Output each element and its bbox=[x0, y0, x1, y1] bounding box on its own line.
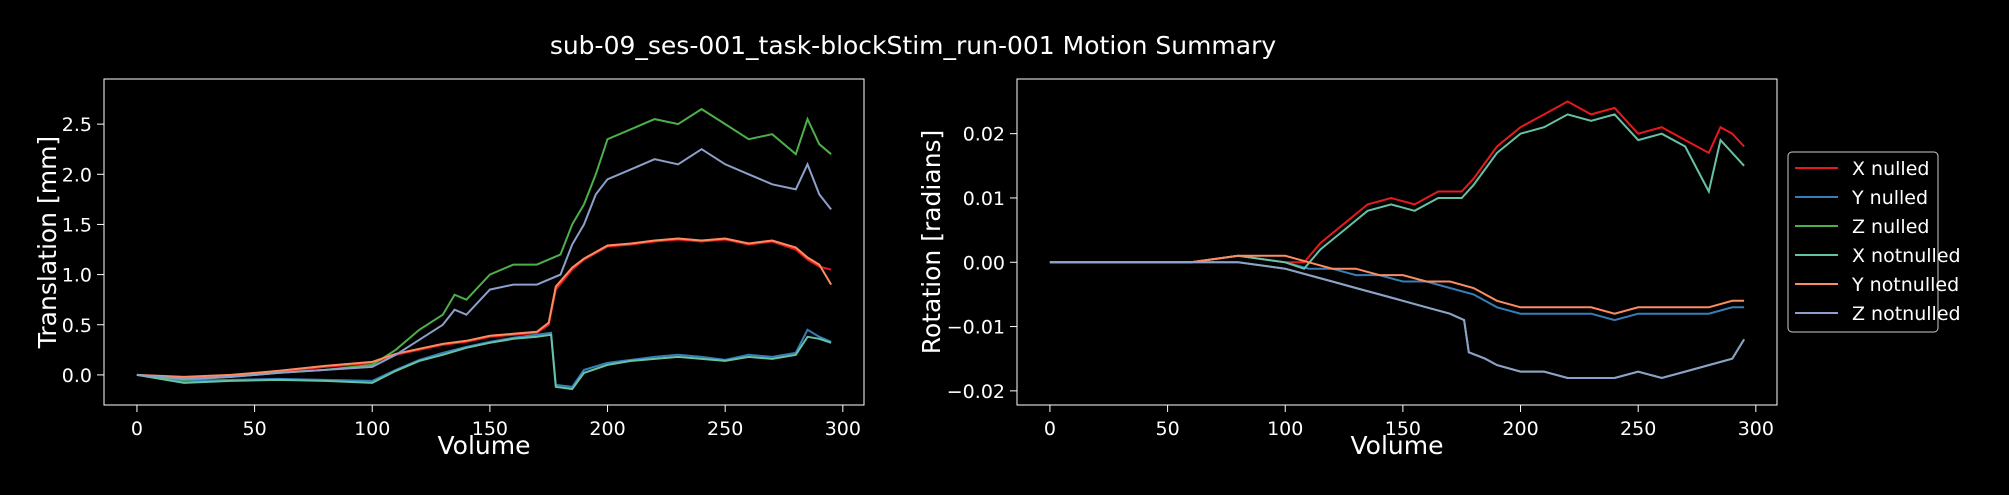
legend-entry: Y nulled bbox=[1795, 187, 1928, 209]
translation-panel: 0 50 100 150 200 250 300 0.0 0.5 1.0 1.5 2.0 2.5 Vo… bbox=[33, 78, 865, 460]
legend-label: Z notnulled bbox=[1852, 303, 1961, 325]
rotation-x-tick-label: 250 bbox=[1620, 418, 1656, 440]
translation-y-tick-label: 0.0 bbox=[62, 365, 92, 387]
translation-series-x-notnulled bbox=[136, 333, 832, 391]
legend-label: Y notnulled bbox=[1851, 274, 1959, 296]
rotation-x-tick-label: 100 bbox=[1267, 418, 1303, 440]
rotation-x-tick-label: 300 bbox=[1738, 418, 1774, 440]
rotation-x-tick-label: 150 bbox=[1385, 418, 1421, 440]
rotation-series-z-notnulled bbox=[1049, 261, 1745, 380]
translation-y-tick-label: 1.5 bbox=[62, 214, 92, 236]
legend-entry: X nulled bbox=[1795, 158, 1929, 180]
legend-label: X notnulled bbox=[1852, 245, 1961, 267]
legend-entry: X notnulled bbox=[1795, 245, 1961, 267]
legend: X nulled Y nulled Z nulled X notnulled Y not… bbox=[1787, 151, 1961, 333]
translation-x-tick-label: 250 bbox=[707, 418, 743, 440]
translation-y-tick-label: 2.0 bbox=[62, 164, 92, 186]
rotation-series-y-notnulled bbox=[1049, 254, 1745, 315]
translation-x-tick-label: 150 bbox=[472, 418, 508, 440]
rotation-x-tick-label: 200 bbox=[1502, 418, 1538, 440]
rotation-series-x-notnulled bbox=[1049, 113, 1745, 270]
translation-x-tick-label: 300 bbox=[825, 418, 861, 440]
figure-title: sub-09_ses-001_task-blockStim_run-001 Mo… bbox=[550, 31, 1277, 60]
rotation-y-ticks: −0.02 −0.01 0.00 0.01 0.02 bbox=[947, 124, 1017, 403]
legend-label: X nulled bbox=[1852, 158, 1929, 180]
rotation-y-tick-label: −0.02 bbox=[947, 381, 1005, 403]
translation-series-z-nulled bbox=[136, 107, 832, 381]
translation-y-tick-label: 2.5 bbox=[62, 114, 92, 136]
translation-y-axis-label: Translation [mm] bbox=[33, 136, 62, 349]
translation-x-tick-label: 50 bbox=[242, 418, 266, 440]
translation-x-tick-label: 0 bbox=[131, 418, 143, 440]
legend-label: Z nulled bbox=[1852, 216, 1929, 238]
rotation-x-tick-label: 0 bbox=[1044, 418, 1056, 440]
translation-axes-frame bbox=[103, 78, 865, 406]
translation-x-ticks: 0 50 100 150 200 250 300 bbox=[131, 405, 861, 440]
rotation-x-tick-label: 50 bbox=[1155, 418, 1179, 440]
rotation-y-axis-label: Rotation [radians] bbox=[917, 130, 946, 355]
legend-entry: Z notnulled bbox=[1795, 303, 1961, 325]
translation-y-ticks: 0.0 0.5 1.0 1.5 2.0 2.5 bbox=[62, 114, 104, 387]
legend-entry: Y notnulled bbox=[1795, 274, 1959, 296]
rotation-y-tick-label: 0.00 bbox=[963, 252, 1005, 274]
translation-x-axis-label: Volume bbox=[438, 431, 531, 460]
rotation-y-tick-label: 0.02 bbox=[963, 124, 1005, 146]
translation-series-layer bbox=[136, 107, 832, 391]
translation-series-z-notnulled bbox=[136, 148, 832, 380]
rotation-panel: 0 50 100 150 200 250 300 −0.02 −0.01 0.00 0.01 0.0… bbox=[917, 78, 1778, 460]
translation-series-y-notnulled bbox=[136, 237, 832, 378]
legend-label: Y nulled bbox=[1851, 187, 1928, 209]
rotation-y-tick-label: −0.01 bbox=[947, 317, 1005, 339]
translation-y-tick-label: 1.0 bbox=[62, 265, 92, 287]
legend-items: X nulled Y nulled Z nulled X notnulled Y not… bbox=[1795, 158, 1961, 325]
legend-entry: Z nulled bbox=[1795, 216, 1929, 238]
translation-x-tick-label: 200 bbox=[589, 418, 625, 440]
rotation-x-axis-label: Volume bbox=[1351, 431, 1444, 460]
translation-x-tick-label: 100 bbox=[354, 418, 390, 440]
rotation-axes-frame bbox=[1016, 78, 1778, 406]
rotation-y-tick-label: 0.01 bbox=[963, 188, 1005, 210]
rotation-series-layer bbox=[1049, 100, 1745, 380]
rotation-x-ticks: 0 50 100 150 200 250 300 bbox=[1044, 405, 1774, 440]
translation-y-tick-label: 0.5 bbox=[62, 315, 92, 337]
